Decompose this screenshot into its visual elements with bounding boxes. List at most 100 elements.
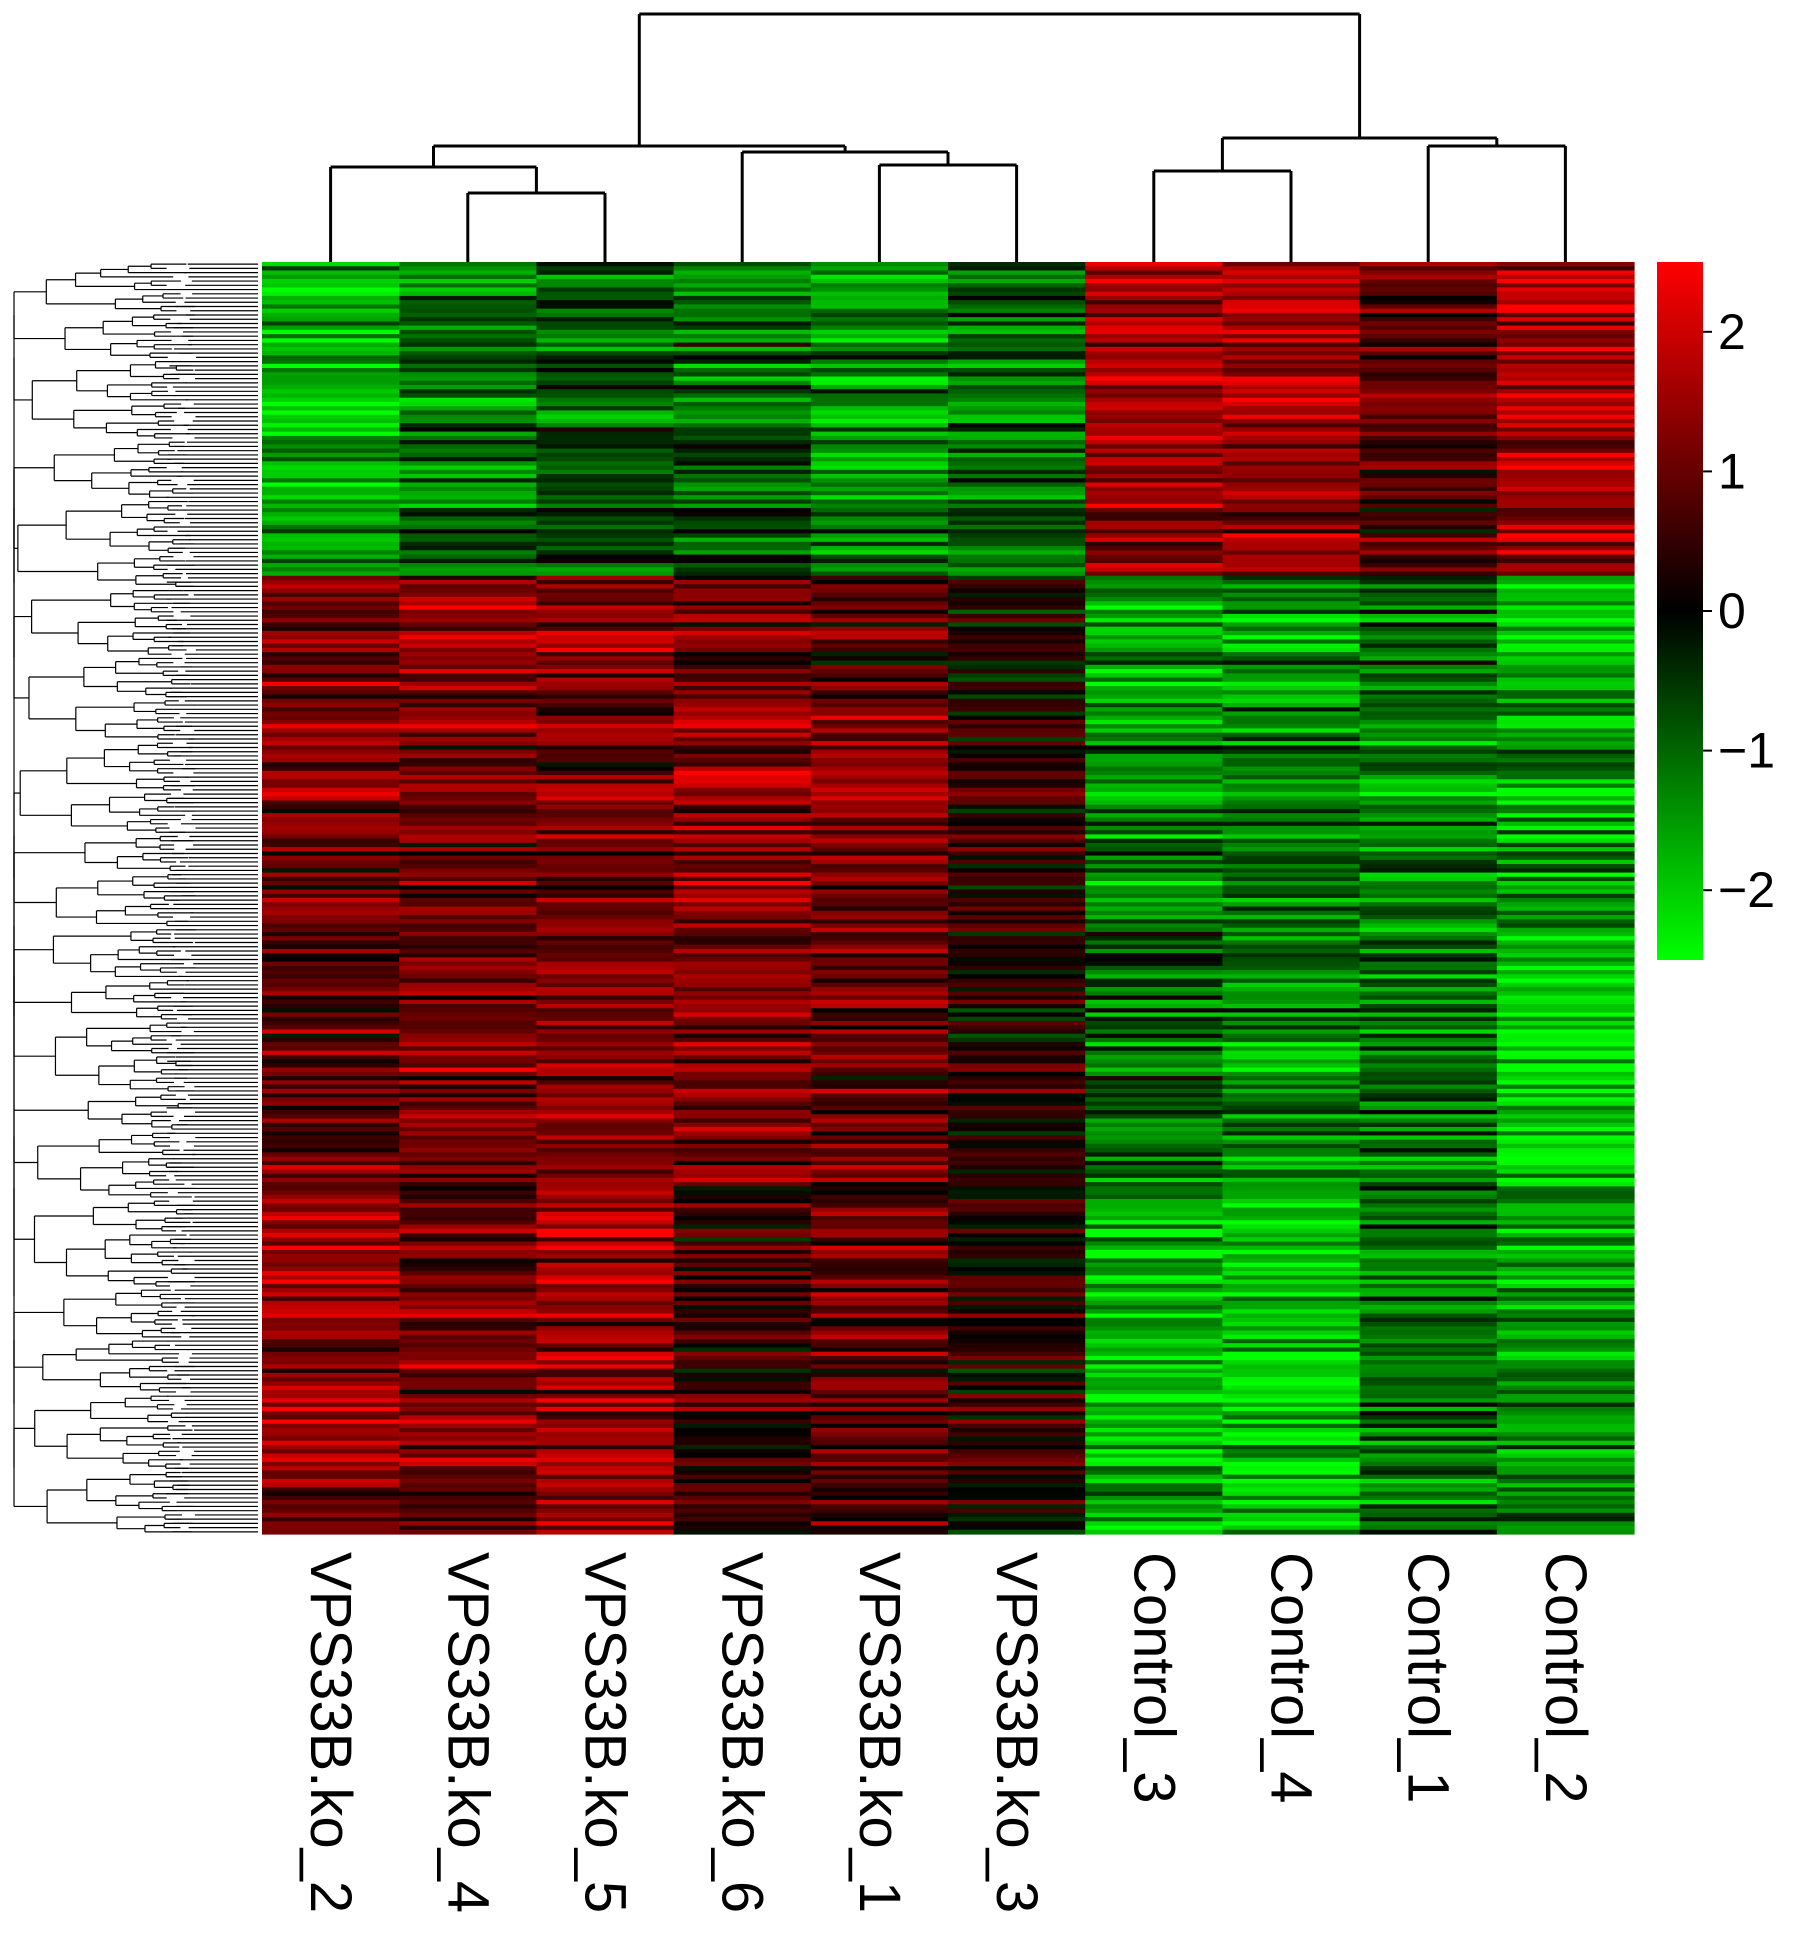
heatmap-cell: [673, 1093, 812, 1098]
heatmap-cell: [810, 1101, 949, 1107]
heatmap-cell: [948, 1203, 1086, 1209]
heatmap-cell: [1222, 499, 1361, 505]
heatmap-cell: [1496, 995, 1635, 1001]
heatmap-cell: [673, 673, 812, 679]
heatmap-cell: [536, 304, 675, 310]
heatmap-cell: [1222, 1254, 1361, 1259]
heatmap-cell: [810, 490, 949, 496]
heatmap-cell: [399, 304, 537, 310]
column-labels: VPS33B.ko_2 VPS33B.ko_4 VPS33B.ko_5 VPS33B.…: [298, 1552, 1598, 1913]
heatmap-cell: [1222, 1080, 1361, 1086]
heatmap-cell: [673, 368, 812, 373]
heatmap-cell: [1359, 1296, 1498, 1302]
heatmap-cell: [262, 1461, 400, 1467]
heatmap-cell: [673, 490, 812, 496]
heatmap-cell: [536, 1372, 675, 1378]
heatmap-cell: [1496, 482, 1635, 488]
heatmap-cell: [1085, 741, 1223, 746]
heatmap-cell: [1222, 779, 1361, 785]
heatmap-cell: [1222, 1203, 1361, 1209]
heatmap-cell: [673, 1300, 812, 1306]
heatmap-cell: [536, 605, 675, 611]
heatmap-cell: [1085, 580, 1223, 585]
heatmap-cell: [399, 711, 537, 717]
heatmap-cell: [810, 338, 949, 344]
heatmap-cell: [1085, 1292, 1223, 1298]
heatmap-cell: [1222, 435, 1361, 441]
heatmap-cell: [536, 719, 675, 725]
heatmap-cell: [948, 1063, 1086, 1069]
heatmap-cell: [948, 1059, 1086, 1064]
heatmap-cell: [1359, 1521, 1498, 1527]
heatmap-cell: [1359, 334, 1498, 339]
heatmap-cell: [399, 686, 537, 691]
heatmap-cell: [948, 787, 1086, 793]
heatmap-cell: [948, 1173, 1086, 1179]
heatmap-cell: [262, 418, 400, 424]
heatmap-cell: [1222, 842, 1361, 848]
heatmap-cell: [399, 664, 537, 670]
heatmap-cell: [399, 1097, 537, 1103]
heatmap-cell: [536, 1500, 675, 1505]
heatmap-cell: [536, 758, 675, 763]
heatmap-cell: [1085, 796, 1223, 802]
heatmap-cell: [810, 1237, 949, 1243]
heatmap-cell: [948, 266, 1086, 272]
heatmap-cell: [1496, 681, 1635, 687]
heatmap-cell: [1359, 987, 1498, 992]
heatmap-cell: [673, 1025, 812, 1031]
heatmap-cell: [1085, 1037, 1223, 1043]
heatmap-cell: [1085, 1071, 1223, 1077]
heatmap-cell: [399, 342, 537, 348]
heatmap-cell: [948, 1309, 1086, 1315]
heatmap-cell: [948, 762, 1086, 768]
heatmap-cell: [536, 1461, 675, 1467]
heatmap-cell: [1359, 893, 1498, 899]
heatmap-cell: [1085, 414, 1223, 420]
heatmap-cell: [810, 1275, 949, 1281]
heatmap-cell: [810, 592, 949, 598]
heatmap-cell: [1359, 630, 1498, 636]
heatmap-cell: [1222, 736, 1361, 742]
heatmap-cell: [673, 338, 812, 344]
heatmap-cell: [1222, 1466, 1361, 1471]
heatmap-cell: [536, 1232, 675, 1238]
heatmap-cell: [810, 872, 949, 878]
heatmap-cell: [673, 1326, 812, 1332]
heatmap-cell: [1085, 753, 1223, 759]
heatmap-cell: [1496, 1504, 1635, 1510]
heatmap-cell: [810, 741, 949, 746]
heatmap-cell: [262, 681, 400, 687]
heatmap-cell: [262, 1139, 400, 1145]
heatmap-cell: [1085, 673, 1223, 679]
heatmap-cell: [673, 516, 812, 522]
heatmap-cell: [262, 588, 400, 594]
heatmap-cell: [1085, 495, 1223, 501]
heatmap-cell: [948, 397, 1086, 403]
heatmap-cell: [399, 507, 537, 513]
heatmap-cell: [810, 1173, 949, 1179]
heatmap-cell: [262, 537, 400, 543]
heatmap-cell: [1085, 762, 1223, 768]
heatmap-cell: [948, 499, 1086, 505]
heatmap-cell: [810, 1194, 949, 1200]
heatmap-cell: [399, 1504, 537, 1510]
heatmap-cell: [1222, 295, 1361, 301]
heatmap-cell: [1359, 1050, 1498, 1056]
heatmap-cell: [536, 885, 675, 891]
heatmap-cell: [1496, 775, 1635, 780]
heatmap-cell: [1085, 1063, 1223, 1069]
heatmap-cell: [262, 1495, 400, 1501]
heatmap-cell: [1496, 1182, 1635, 1187]
heatmap-cell: [399, 910, 537, 916]
heatmap-cell: [810, 1326, 949, 1332]
heatmap-cell: [536, 270, 675, 276]
heatmap-cell: [399, 1351, 537, 1357]
heatmap-cell: [1222, 965, 1361, 971]
heatmap-cell: [1496, 529, 1635, 534]
heatmap-cell: [1085, 618, 1223, 623]
heatmap-cell: [1496, 503, 1635, 509]
heatmap-cell: [262, 1364, 400, 1370]
heatmap-cell: [536, 1084, 675, 1090]
heatmap-cell: [262, 745, 400, 751]
